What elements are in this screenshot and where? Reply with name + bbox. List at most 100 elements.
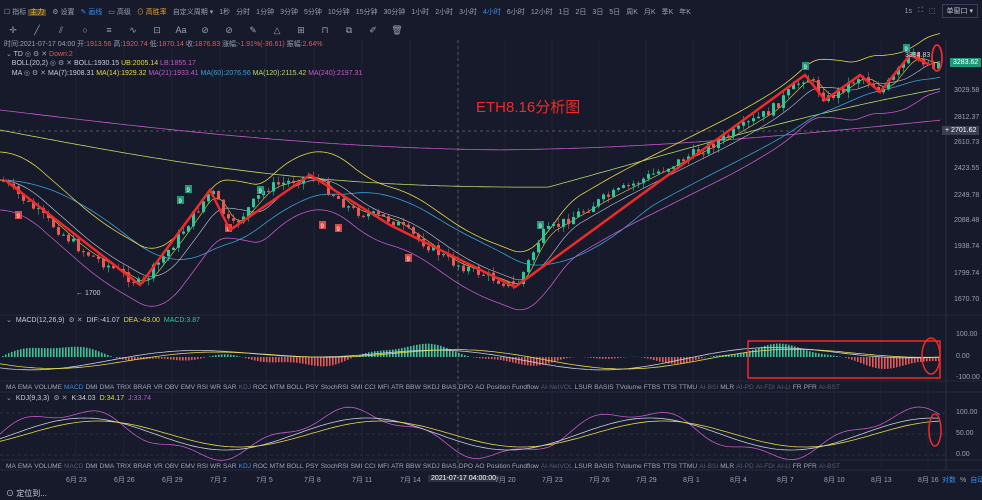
indicator-tab-trix[interactable]: TRIX <box>116 384 132 391</box>
indicator-tab-vr[interactable]: VR <box>153 384 163 391</box>
indicator-tab-ao[interactable]: AO <box>475 463 485 470</box>
indicator-tab-position[interactable]: Position <box>486 463 510 470</box>
indicator-tab-mfi[interactable]: MFI <box>377 384 390 391</box>
period-0[interactable]: 1秒 <box>219 9 231 16</box>
circle-icon[interactable]: ○ <box>82 25 88 35</box>
macd-title[interactable]: MACD(12,26,9) <box>15 316 65 324</box>
period-5[interactable]: 10分钟 <box>327 9 350 16</box>
indicator-tab-ai-bsi[interactable]: AI-BSI <box>699 384 719 391</box>
custom-period-dropdown[interactable]: 自定义周期 ▾ <box>172 9 214 16</box>
advanced-button[interactable]: ▭ 高级 <box>108 9 131 16</box>
indicator-tab-dmi[interactable]: DMI <box>85 463 98 470</box>
indicator-tab-brar[interactable]: BRAR <box>133 463 152 470</box>
screenshot-icon[interactable]: ⬚ <box>928 8 936 15</box>
ruler-icon[interactable]: ✎ <box>249 24 257 35</box>
magnet-icon[interactable]: ⊘ <box>201 24 209 35</box>
indicator-tab-boll[interactable]: BOLL <box>286 384 304 391</box>
indicator-button[interactable]: ☐ 指标 主力 <box>4 9 47 16</box>
window-mode-dropdown[interactable]: 单窗口 ▾ <box>941 4 978 18</box>
indicator-tab-ai-pd[interactable]: AI-PD <box>736 463 754 470</box>
indicator-tab-fundflow[interactable]: Fundflow <box>512 463 539 470</box>
wave-icon[interactable]: ∿ <box>129 24 137 35</box>
indicator-tab-dmi[interactable]: DMI <box>85 384 98 391</box>
indicator-tab-macd[interactable]: MACD <box>64 463 84 470</box>
indicator-tab-obv[interactable]: OBV <box>164 384 179 391</box>
period-3[interactable]: 3分钟 <box>280 9 298 16</box>
indicator-tab-ai-fdi[interactable]: AI-FDI <box>755 463 775 470</box>
indicator-tab-ai-fdi[interactable]: AI-FDI <box>755 384 775 391</box>
indicator-tab-ftbs[interactable]: FTBS <box>643 463 661 470</box>
indicator-tab-tvolume[interactable]: TVolume <box>615 384 642 391</box>
indicator-tab-dma[interactable]: DMA <box>99 463 115 470</box>
indicator-tab-trix[interactable]: TRIX <box>116 463 132 470</box>
indicator-tab-smi[interactable]: SMI <box>350 384 363 391</box>
indicator-tab-rsi[interactable]: RSI <box>196 384 208 391</box>
kdj-title[interactable]: KDJ(9,3,3) <box>15 394 50 402</box>
indicator-tab-fr[interactable]: FR <box>792 384 802 391</box>
indicator-tab-vr[interactable]: VR <box>153 463 163 470</box>
indicator-tab-ema[interactable]: EMA <box>17 463 33 470</box>
indicator-tab-basis[interactable]: BASIS <box>594 463 614 470</box>
indicator-tab-ttmu[interactable]: TTMU <box>678 463 698 470</box>
layers-icon[interactable]: ⊓ <box>321 24 329 35</box>
indicator-tab-tvolume[interactable]: TVolume <box>615 463 642 470</box>
indicator-tab-position[interactable]: Position <box>486 384 510 391</box>
parallel-icon[interactable]: ⫽ <box>58 24 63 35</box>
edit-icon[interactable]: ✐ <box>369 24 377 35</box>
indicator-tab-stochrsi[interactable]: StochRSI <box>320 463 349 470</box>
settings-button[interactable]: ⚙ 设置 <box>52 9 75 16</box>
indicator-tab-emv[interactable]: EMV <box>180 463 195 470</box>
indicator-tab-lsur[interactable]: LSUR <box>574 463 593 470</box>
indicator-tab-pfr[interactable]: PFR <box>803 463 817 470</box>
winrate-button[interactable]: ⊙ 高胜率 <box>136 9 167 16</box>
indicator-tab-rsi[interactable]: RSI <box>196 463 208 470</box>
hide-icon[interactable]: ⊘ <box>225 24 233 35</box>
lock-icon[interactable]: △ <box>273 24 281 35</box>
period-10[interactable]: 3小时 <box>459 9 477 16</box>
indicator-tab-kdj[interactable]: KDJ <box>238 463 252 470</box>
td-indicator[interactable]: TD <box>13 50 23 58</box>
indicator-tab-ema[interactable]: EMA <box>17 384 33 391</box>
indicator-tab-ttsi[interactable]: TTSI <box>662 384 677 391</box>
period-16[interactable]: 3日 <box>592 9 604 16</box>
period-11[interactable]: 4小时 <box>483 9 501 16</box>
indicator-tab-volume[interactable]: VOLUME <box>34 384 63 391</box>
indicator-tab-sar[interactable]: SAR <box>222 384 237 391</box>
period-12[interactable]: 6小时 <box>506 9 525 16</box>
indicator-tab-ai-netvol[interactable]: AI-NetVOL <box>540 463 573 470</box>
indicator-tab-ai-pd[interactable]: AI-PD <box>736 384 754 391</box>
indicator-tab-brar[interactable]: BRAR <box>133 384 152 391</box>
period-14[interactable]: 1日 <box>558 9 570 16</box>
indicator-tab-mtm[interactable]: MTM <box>269 463 285 470</box>
ma-indicator[interactable]: MA <box>11 69 22 77</box>
measure-icon[interactable]: ⊞ <box>297 24 305 35</box>
copy-icon[interactable]: ⧉ <box>345 24 353 35</box>
period-9[interactable]: 2小时 <box>435 9 454 16</box>
trash-icon[interactable]: 🗑 <box>391 24 403 35</box>
period-18[interactable]: 周K <box>626 9 638 16</box>
indicator-tab-wr[interactable]: WR <box>209 463 221 470</box>
indicator-tab-smi[interactable]: SMI <box>350 463 363 470</box>
auto-scale-toggle[interactable]: 自动 <box>970 477 982 484</box>
indicator-tab-skdj[interactable]: SKDJ <box>422 384 440 391</box>
boll-indicator[interactable]: BOLL(20,2) <box>11 60 48 67</box>
indicator-tab-stochrsi[interactable]: StochRSI <box>320 384 349 391</box>
indicator-tab-dma[interactable]: DMA <box>99 384 115 391</box>
indicator-tab-ai-bst[interactable]: AI-BST <box>818 384 840 391</box>
indicator-tab-mlr[interactable]: MLR <box>720 384 735 391</box>
indicator-tab-boll[interactable]: BOLL <box>286 463 304 470</box>
log-scale-toggle[interactable]: 对数 <box>942 477 956 484</box>
indicator-tab-dpo[interactable]: DPO <box>458 384 473 391</box>
period-17[interactable]: 5日 <box>609 9 621 16</box>
indicator-tab-bbw[interactable]: BBW <box>405 384 421 391</box>
refresh-rate[interactable]: 1s <box>904 7 912 15</box>
indicator-tab-volume[interactable]: VOLUME <box>34 463 63 470</box>
indicator-tab-obv[interactable]: OBV <box>164 463 179 470</box>
period-8[interactable]: 1小时 <box>411 9 430 16</box>
indicator-tab-fr[interactable]: FR <box>792 463 802 470</box>
line-icon[interactable]: ╱ <box>34 24 40 35</box>
percent-toggle[interactable]: % <box>960 476 967 484</box>
hlines-icon[interactable]: ≡ <box>106 25 112 35</box>
period-4[interactable]: 5分钟 <box>303 9 322 16</box>
period-6[interactable]: 15分钟 <box>355 9 378 16</box>
